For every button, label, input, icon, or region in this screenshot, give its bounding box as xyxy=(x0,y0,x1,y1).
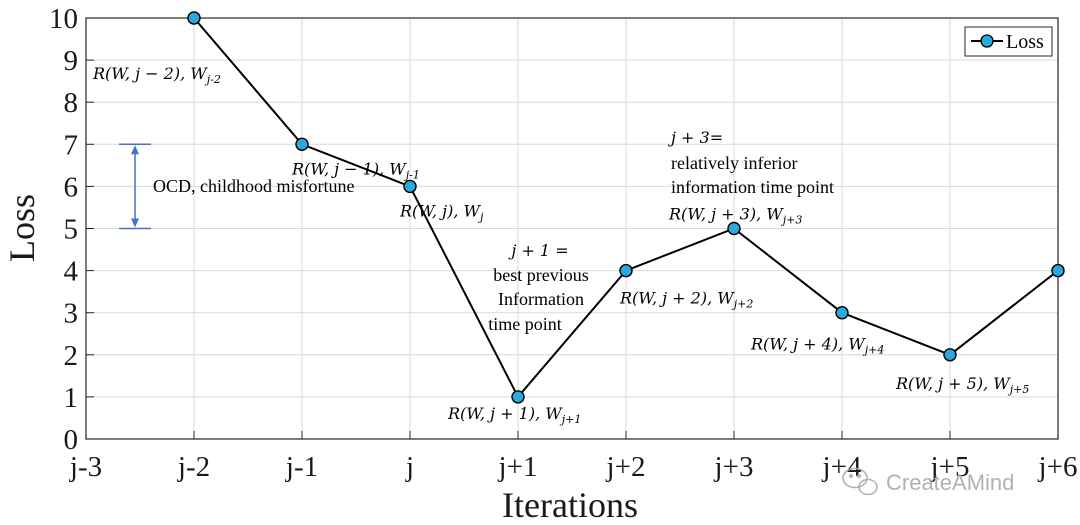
x-tick-label: j-2 xyxy=(177,451,210,483)
note-relatively-inferior: j + 3= relatively inferior information t… xyxy=(668,128,834,197)
note-inferior-line-2: relatively inferior xyxy=(671,153,797,173)
x-tick-label: j xyxy=(405,451,414,483)
y-tick-label: 8 xyxy=(64,87,79,119)
data-point xyxy=(619,263,633,278)
point-label: R(W, j + 4), Wj+4 xyxy=(750,335,884,357)
data-point xyxy=(511,390,525,404)
x-tick-label: j+6 xyxy=(1038,451,1078,483)
y-tick-label: 1 xyxy=(64,382,79,414)
data-point xyxy=(295,137,309,152)
y-tick-label: 0 xyxy=(64,424,79,456)
watermark: CreateAMind xyxy=(842,467,1014,496)
note-inferior-line-1: j + 3= xyxy=(668,128,723,147)
x-tick-label: j+1 xyxy=(498,451,538,483)
note-best-line-2: best previous xyxy=(493,265,588,285)
range-annotation: OCD, childhood misfortune xyxy=(119,143,354,230)
point-labels: R(W, j − 2), Wj-2 R(W, j − 1), Wj-1 R(W, j… xyxy=(92,64,1029,426)
point-label: R(W, j + 2), Wj+2 xyxy=(619,289,753,311)
y-tick-label: 7 xyxy=(64,129,79,161)
y-axis: 0 1 2 3 4 5 6 7 8 9 10 xyxy=(49,3,94,456)
range-arrow-down-icon xyxy=(131,218,139,228)
range-arrow-up-icon xyxy=(131,145,139,155)
y-tick-label: 3 xyxy=(64,298,79,330)
point-label: R(W, j + 5), Wj+5 xyxy=(895,374,1029,396)
y-tick-label: 4 xyxy=(64,256,79,288)
legend-marker xyxy=(980,34,994,48)
x-tick-label: j+4 xyxy=(822,451,862,483)
y-tick-label: 2 xyxy=(64,340,79,372)
chat-bubble-icon xyxy=(842,467,878,496)
point-label: R(W, j + 1), Wj+1 xyxy=(447,404,581,426)
y-tick-label: 9 xyxy=(64,45,79,77)
x-tick-label: j+5 xyxy=(930,451,970,483)
x-axis-title: Iterations xyxy=(502,485,638,525)
legend-label: Loss xyxy=(1006,31,1044,53)
point-label: R(W, j − 2), Wj-2 xyxy=(92,64,221,86)
point-label: R(W, j), Wj xyxy=(399,201,484,223)
x-axis: j-3 j-2 j-1 j j+1 j+2 j+3 j+4 j+5 j+6 xyxy=(69,431,1078,483)
x-tick-label: j+2 xyxy=(606,451,646,483)
data-point xyxy=(943,348,957,362)
data-point xyxy=(403,179,417,194)
point-label: R(W, j + 3), Wj+3 xyxy=(668,205,802,227)
note-best-line-3: Information xyxy=(498,289,584,309)
y-axis-title: Loss xyxy=(2,194,42,262)
x-tick-label: j-3 xyxy=(69,451,102,483)
range-annotation-label: OCD, childhood misfortune xyxy=(153,176,354,196)
watermark-text: CreateAMind xyxy=(886,470,1014,495)
data-point xyxy=(1051,263,1065,278)
note-best-previous: j + 1 = best previous Information time p… xyxy=(488,241,588,334)
note-inferior-line-3: information time point xyxy=(671,177,834,197)
data-point xyxy=(835,306,849,320)
x-tick-label: j+3 xyxy=(714,451,754,483)
legend: Loss xyxy=(964,26,1053,57)
note-best-line-1: j + 1 = xyxy=(508,241,568,260)
data-points xyxy=(187,11,1065,404)
point-label: R(W, j − 1), Wj-1 xyxy=(291,159,420,181)
x-tick-label: j-1 xyxy=(285,451,318,483)
y-tick-label: 10 xyxy=(49,3,78,35)
data-point xyxy=(187,11,201,25)
y-tick-label: 6 xyxy=(64,171,79,203)
data-point xyxy=(727,221,741,236)
note-best-line-4: time point xyxy=(488,314,562,334)
y-tick-label: 5 xyxy=(64,214,79,246)
